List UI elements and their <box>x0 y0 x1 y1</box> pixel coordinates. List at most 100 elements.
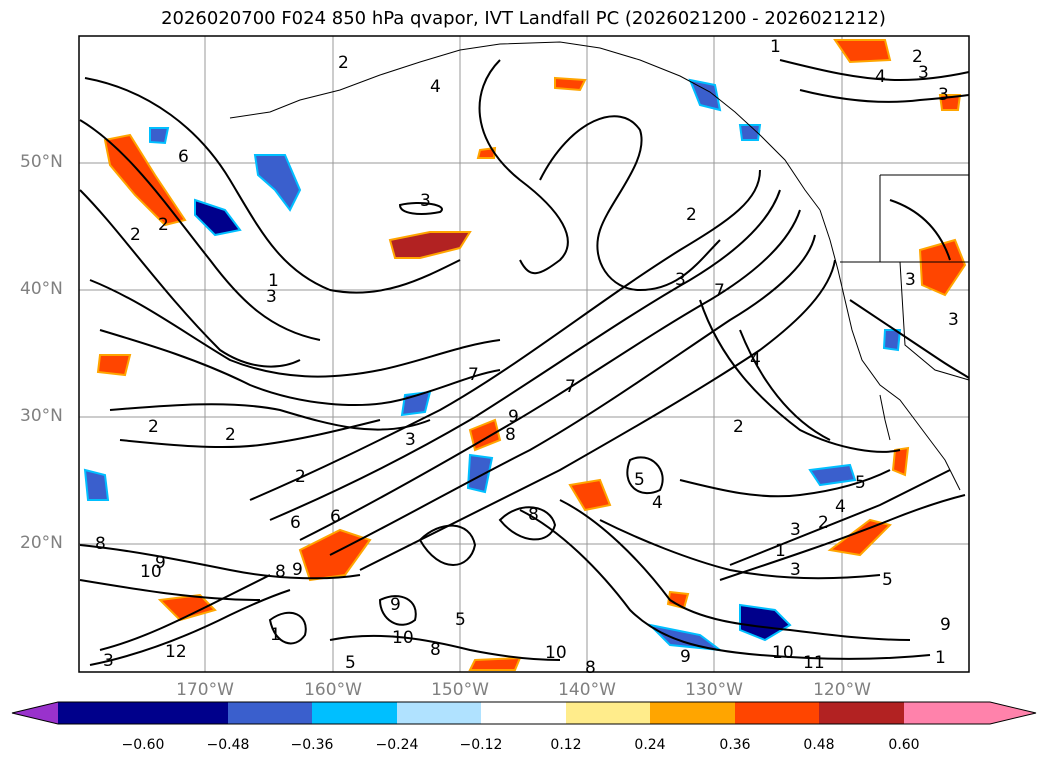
qvapor-patch <box>882 329 902 352</box>
contour-line <box>739 329 831 441</box>
contour-label: 9 <box>940 615 951 635</box>
coastline <box>229 41 970 491</box>
contour-label: 3 <box>948 310 959 330</box>
contour-label: 8 <box>430 640 441 660</box>
lon-label: 120°W <box>813 680 871 700</box>
qvapor-patch <box>739 603 792 642</box>
qvapor-patch <box>96 354 132 377</box>
qvapor-patch <box>554 76 587 92</box>
contour-label: 3 <box>918 63 929 83</box>
contour-line <box>359 259 836 571</box>
contour-line <box>79 544 361 580</box>
contour-label: 1 <box>775 541 786 561</box>
graticule <box>79 36 969 672</box>
qvapor-patch <box>808 463 857 487</box>
contour-label: 9 <box>680 647 691 667</box>
contour-line <box>299 209 801 541</box>
contour-label: 9 <box>390 595 401 615</box>
contour-line <box>478 59 569 275</box>
qvapor-patch <box>891 446 910 477</box>
contour-label: 5 <box>345 653 356 673</box>
colorbar-tick: −0.36 <box>290 737 334 753</box>
contour-line <box>679 469 891 498</box>
contour-label: 2 <box>818 513 829 533</box>
contour-line <box>269 189 781 521</box>
lat-label: 30°N <box>20 406 63 426</box>
contour-line <box>89 279 501 378</box>
map-panel: 2 1 2 3 4 3 4 6 3 2 2 2 3 1 3 7 4 3 3 7 … <box>78 35 970 678</box>
contour-label: 5 <box>855 473 866 493</box>
contour-line <box>539 115 721 292</box>
contour-line <box>99 574 271 651</box>
qvapor-patch <box>466 453 494 494</box>
contour-line <box>849 299 970 379</box>
contour-label: 8 <box>585 658 596 678</box>
contour-line <box>729 469 951 566</box>
chart-title: 2026020700 F024 850 hPa qvapor, IVT Land… <box>161 8 886 29</box>
qvapor-patch <box>194 198 242 237</box>
qvapor-patch <box>468 656 522 671</box>
colorbar-tick: −0.12 <box>459 737 503 753</box>
contour-line <box>799 89 970 103</box>
contour-label: 10 <box>772 643 794 663</box>
contour-label: 10 <box>392 628 414 648</box>
contour-label: 3 <box>790 560 801 580</box>
contour-label: 1 <box>770 37 781 57</box>
colorbar-tick: −0.60 <box>121 737 165 753</box>
contour-line <box>329 634 561 661</box>
negative-qvapor-patches <box>83 78 902 652</box>
contour-line <box>699 299 901 453</box>
lon-label: 130°W <box>685 680 743 700</box>
contour-label: 8 <box>528 505 539 525</box>
contour-label: 1 <box>268 271 279 291</box>
colorbar-segment <box>481 702 566 724</box>
colorbar <box>11 701 1037 725</box>
contour-label: 2 <box>225 425 236 445</box>
colorbar-segment <box>904 702 990 724</box>
contour-label: 7 <box>565 377 576 397</box>
qvapor-patch <box>938 94 962 111</box>
contour-label: 3 <box>103 651 114 671</box>
lat-label: 20°N <box>20 533 63 553</box>
lon-label: 160°W <box>304 680 362 700</box>
map-frame <box>78 35 970 673</box>
lat-label: 50°N <box>20 152 63 172</box>
qvapor-patch <box>738 124 762 141</box>
contour-line <box>84 77 461 294</box>
colorbar-tick: −0.24 <box>375 737 419 753</box>
contour-line <box>79 579 261 601</box>
colorbar-segment <box>228 702 312 724</box>
contour-line <box>626 456 664 495</box>
colorbar-tick: −0.48 <box>206 737 250 753</box>
contour-label: 6 <box>330 507 341 527</box>
contour-label: 9 <box>155 553 166 573</box>
contour-label: 2 <box>912 47 923 67</box>
contour-label: 12 <box>165 642 187 662</box>
contour-label: 10 <box>140 562 162 582</box>
contour-label: 2 <box>295 467 306 487</box>
map-background <box>79 36 969 672</box>
contour-label: 11 <box>803 653 825 673</box>
qvapor-patch <box>253 154 302 212</box>
contour-label: 1 <box>270 625 281 645</box>
contour-line <box>79 189 301 368</box>
colorbar-segment <box>58 702 228 724</box>
contour-label: 9 <box>508 407 519 427</box>
colorbar-outline <box>11 701 1037 725</box>
contour-line <box>119 419 381 449</box>
qvapor-patch <box>688 78 722 112</box>
contour-label: 8 <box>275 562 286 582</box>
contour-label: 3 <box>675 270 686 290</box>
contour-label: 3 <box>420 191 431 211</box>
contour-label: 7 <box>468 365 479 385</box>
colorbar-extend-low <box>12 702 58 724</box>
contour-label: 6 <box>178 147 189 167</box>
contour-label: 4 <box>835 497 846 517</box>
qvapor-patch <box>918 238 967 297</box>
contour-line <box>559 499 911 641</box>
contour-label: 4 <box>750 350 761 370</box>
colorbar-tick: 0.12 <box>550 737 582 753</box>
contour-line <box>109 403 431 431</box>
contour-label: 2 <box>148 417 159 437</box>
contour-line <box>99 329 501 406</box>
